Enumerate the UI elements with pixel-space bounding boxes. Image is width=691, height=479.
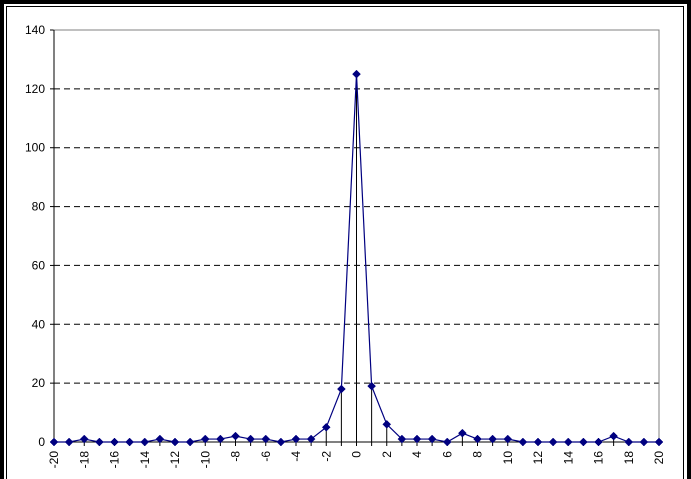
y-tick-labels: 0 20 40 60 80 100 120 140: [25, 23, 45, 449]
x-tick-labels: -20 -18 -16 -14 -12 -10 -8 -6 -4 -2 0 2 4 6 8 10 12 14 16 1…: [47, 451, 666, 469]
data-point-0: [49, 437, 59, 447]
data-point-4: [110, 437, 119, 447]
data-point-29: [488, 434, 497, 444]
data-point-17: [306, 434, 316, 444]
inner-border-left: [6, 6, 7, 479]
x-tick-label-0: -20: [47, 451, 61, 469]
data-point-13: [246, 434, 255, 444]
x-tick-label-12: 4: [410, 451, 424, 458]
x-tick-label-14: 8: [471, 451, 485, 458]
inner-border-top: [6, 6, 684, 7]
x-tick-label-18: 16: [592, 451, 606, 465]
x-tick-label-9: -2: [319, 451, 333, 462]
data-point-21: [367, 381, 376, 391]
x-tick-label-2: -16: [108, 451, 122, 469]
y-tick-label-0: 0: [38, 435, 45, 449]
data-point-14: [261, 434, 271, 444]
data-point-10: [200, 434, 210, 444]
x-tick-label-3: -14: [138, 451, 152, 469]
x-tick-label-8: -4: [289, 451, 303, 462]
x-tick-label-7: -6: [259, 451, 273, 462]
x-tick-label-10: 0: [350, 451, 364, 458]
data-point-24: [412, 434, 422, 444]
y-tick-label-5: 100: [25, 141, 45, 155]
outer-border-right: [687, 0, 691, 479]
data-point-39: [639, 437, 649, 447]
y-tick-label-4: 80: [32, 200, 46, 214]
data-point-28: [473, 434, 482, 444]
data-point-34: [563, 437, 573, 447]
x-tick-label-19: 18: [622, 451, 636, 465]
y-tick-label-1: 20: [32, 376, 46, 390]
data-point-18: [321, 422, 331, 432]
y-tick-label-3: 60: [32, 258, 46, 272]
x-tick-label-17: 14: [561, 451, 575, 465]
x-tick-label-1: -18: [77, 451, 91, 469]
data-point-12: [231, 431, 240, 441]
data-point-27: [458, 428, 467, 438]
y-tick-label-6: 120: [25, 82, 45, 96]
x-tick-label-16: 12: [531, 451, 545, 465]
data-point-36: [594, 437, 603, 447]
data-point-7: [155, 434, 165, 444]
x-tick-label-13: 6: [440, 451, 454, 458]
data-point-25: [427, 434, 437, 444]
data-point-19: [337, 384, 346, 394]
data-point-5: [125, 437, 134, 447]
data-point-20: [352, 69, 361, 79]
data-point-37: [609, 431, 618, 441]
y-tick-label-7: 140: [25, 23, 45, 37]
y-tick-label-2: 40: [32, 317, 46, 331]
data-point-40: [654, 437, 664, 447]
data-point-2: [79, 434, 89, 444]
data-point-15: [276, 437, 286, 447]
data-point-3: [95, 437, 104, 447]
data-point-1: [64, 437, 74, 447]
x-tick-label-4: -12: [168, 451, 182, 469]
data-point-38: [624, 437, 634, 447]
x-tick-label-6: -8: [229, 451, 243, 462]
data-point-32: [533, 437, 543, 447]
x-tick-label-15: 10: [501, 451, 515, 465]
x-tick-label-5: -10: [198, 451, 212, 469]
data-point-16: [291, 434, 301, 444]
data-point-11: [216, 434, 225, 444]
series: [49, 69, 664, 447]
data-point-33: [548, 437, 558, 447]
data-point-26: [442, 437, 452, 447]
x-tick-label-11: 2: [380, 451, 394, 458]
outer-border-left: [0, 0, 4, 479]
data-point-9: [185, 437, 195, 447]
data-point-22: [382, 419, 392, 429]
data-point-6: [140, 437, 150, 447]
outer-border-top: [0, 0, 691, 4]
inner-border-right: [683, 6, 684, 479]
data-point-23: [397, 434, 407, 444]
drop-lines: [83, 74, 615, 442]
data-point-8: [170, 437, 180, 447]
data-point-30: [503, 434, 513, 444]
data-point-35: [579, 437, 588, 447]
x-tick-label-20: 20: [652, 451, 666, 465]
data-point-31: [518, 437, 528, 447]
